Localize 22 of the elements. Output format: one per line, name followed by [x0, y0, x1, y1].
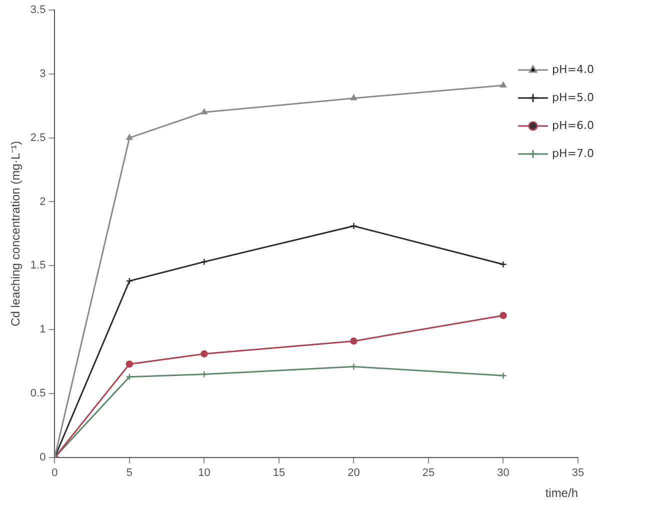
- x-tick-label: 35: [572, 467, 584, 480]
- x-axis-title: time/h: [545, 486, 578, 500]
- x-tick-label: 10: [198, 467, 210, 480]
- legend-label: pH=5.0: [552, 90, 594, 104]
- y-tick-label: 0: [40, 451, 46, 464]
- y-tick-label: 3.5: [30, 4, 46, 16]
- legend-label: pH=4.0: [552, 62, 594, 76]
- y-tick-label: 1: [40, 324, 46, 336]
- y-tick-label: 2.5: [30, 132, 46, 144]
- y-tick-label: 3: [40, 68, 46, 80]
- x-tick-label: 0: [52, 467, 58, 480]
- y-tick-label: 0.5: [30, 388, 46, 400]
- legend-label: pH=7.0: [552, 146, 594, 160]
- x-tick-label: 30: [497, 467, 510, 480]
- y-tick-label: 1.5: [30, 260, 46, 272]
- legend-label: pH=6.0: [552, 118, 594, 132]
- x-tick-label: 15: [272, 467, 286, 480]
- y-axis-title: Cd leaching concentration (mg·L⁻¹): [8, 140, 23, 326]
- x-tick-label: 5: [126, 467, 133, 480]
- x-tick-label: 20: [348, 467, 360, 480]
- y-tick-label: 2: [40, 196, 46, 208]
- x-tick-label: 25: [422, 467, 435, 480]
